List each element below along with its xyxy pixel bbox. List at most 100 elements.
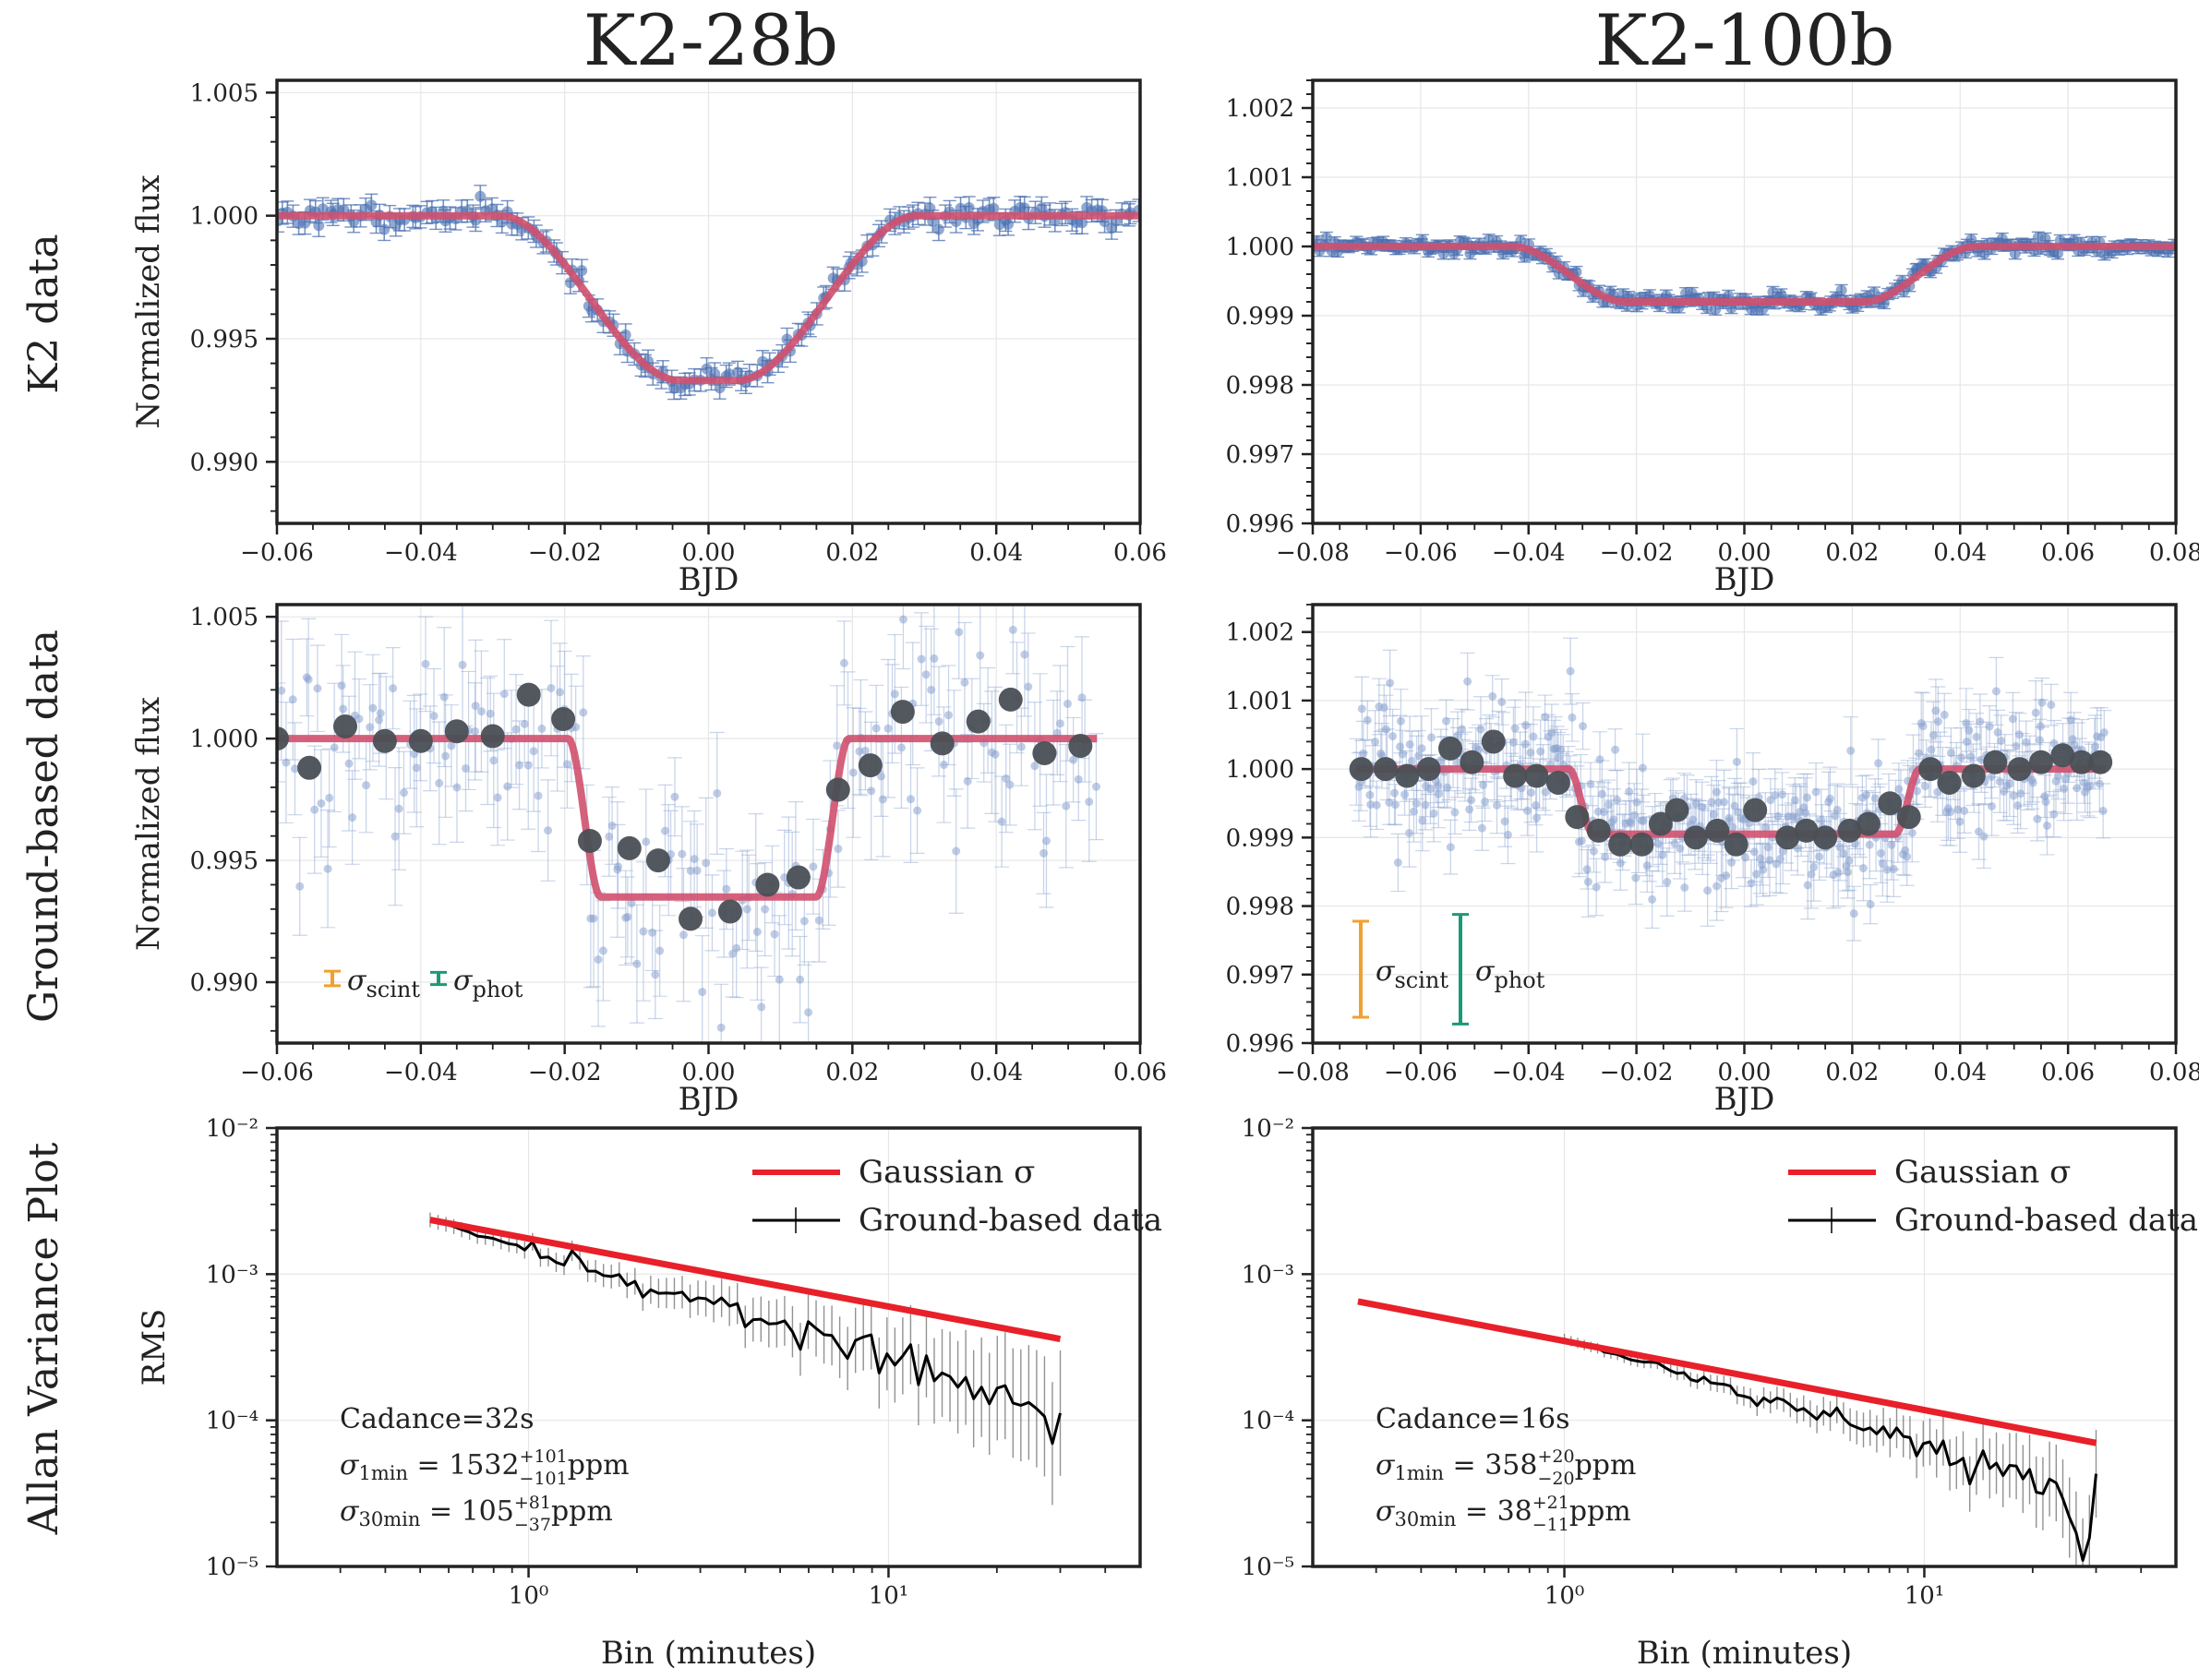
plot-content — [277, 185, 1140, 401]
y-tick-label: 10⁻⁵ — [206, 1554, 258, 1581]
raw-point — [1532, 801, 1541, 810]
raw-point — [1979, 832, 1989, 841]
raw-point — [1005, 780, 1015, 789]
annotation-sigma: σ30min = 105+81 −37ppm — [340, 1493, 613, 1535]
raw-point — [1582, 865, 1592, 874]
binned-point — [1373, 757, 1398, 782]
raw-point — [883, 724, 893, 733]
raw-point — [1882, 865, 1892, 874]
x-tick-label: 0.02 — [1825, 539, 1879, 567]
raw-point — [1426, 733, 1436, 742]
raw-point — [435, 778, 444, 787]
raw-point — [1962, 719, 1971, 728]
raw-point — [1913, 786, 1922, 796]
y-tick-label: 10⁻² — [206, 1115, 258, 1143]
raw-point — [394, 804, 403, 813]
raw-point — [2008, 714, 2017, 724]
binned-point — [1743, 798, 1768, 822]
raw-point — [878, 795, 887, 804]
raw-point — [1870, 794, 1880, 803]
raw-point — [799, 917, 809, 926]
binned-point — [277, 726, 289, 751]
raw-point — [698, 988, 707, 997]
x-tick-label: 0.06 — [2041, 539, 2095, 567]
raw-point — [1849, 909, 1858, 918]
x-tick-label: −0.04 — [384, 539, 458, 567]
binned-point — [645, 848, 670, 873]
raw-point — [2028, 778, 2037, 787]
raw-point — [1492, 800, 1501, 810]
data-point — [701, 363, 713, 375]
binned-points — [1349, 729, 2113, 857]
axes-frame — [275, 1126, 1142, 1568]
raw-point — [1997, 737, 2006, 746]
raw-point — [1077, 693, 1087, 702]
raw-point — [1604, 800, 1613, 810]
raw-point — [930, 654, 939, 663]
raw-point — [1476, 725, 1485, 734]
raw-point — [1526, 748, 1535, 757]
raw-point — [1592, 882, 1601, 892]
raw-point — [1703, 886, 1712, 895]
raw-point — [1933, 787, 1942, 797]
binned-point — [1896, 805, 1921, 830]
binned-point — [372, 728, 397, 753]
x-tick-label: −0.02 — [528, 1059, 602, 1086]
raw-point — [1844, 868, 1853, 877]
raw-point — [1775, 854, 1784, 863]
raw-point — [670, 792, 679, 801]
raw-point — [1811, 787, 1820, 797]
raw-point — [1712, 882, 1722, 891]
raw-point — [1722, 871, 1731, 881]
raw-point — [1894, 785, 1904, 794]
raw-point — [1465, 805, 1474, 814]
raw-point — [562, 760, 571, 769]
annotation-sigma: σ30min = 38+21 −11ppm — [1376, 1493, 1631, 1535]
legend-label-gaussian: Gaussian σ — [859, 1154, 1035, 1191]
raw-point — [1477, 823, 1486, 833]
y-tick-label: 10⁻³ — [206, 1261, 258, 1289]
x-tick-label: 0.06 — [1113, 1059, 1167, 1086]
binned-point — [1878, 791, 1903, 816]
legend: Gaussian σ Ground-based data — [752, 1154, 1162, 1239]
x-tick-label: 0.08 — [2149, 539, 2199, 567]
column-title-k2-100b: K2-100b — [1595, 0, 1895, 81]
raw-point — [1825, 794, 1834, 803]
raw-point — [1488, 691, 1497, 701]
y-axis-label: RMS — [136, 1309, 173, 1386]
raw-point — [1577, 836, 1586, 846]
raw-point — [282, 758, 291, 767]
binned-point — [1983, 750, 2008, 774]
raw-point — [1016, 742, 1026, 751]
raw-point — [2033, 814, 2042, 823]
binned-point — [1438, 736, 1463, 761]
y-tick-label: 1.000 — [190, 726, 258, 753]
raw-point — [867, 786, 876, 796]
data-point — [723, 368, 735, 380]
raw-point — [1062, 801, 1071, 810]
raw-point — [1434, 789, 1443, 798]
raw-point — [1055, 719, 1064, 728]
binned-point — [786, 865, 811, 890]
y-tick-label: 0.997 — [1226, 441, 1294, 469]
raw-point — [1878, 859, 1887, 869]
binned-point — [1481, 729, 1506, 754]
y-tick-label: 0.996 — [1226, 510, 1294, 538]
x-tick-label: 0.06 — [1113, 539, 1167, 567]
raw-point — [1453, 731, 1462, 740]
raw-point — [1599, 807, 1608, 816]
sigma-legend: σscint σphot — [324, 965, 523, 1002]
raw-point — [1712, 787, 1721, 797]
y-tick-label: 0.995 — [190, 326, 258, 354]
x-tick-label: 0.02 — [1825, 1059, 1879, 1086]
raw-point — [1529, 732, 1538, 741]
raw-point — [1993, 727, 2002, 737]
y-tick-label: 10⁻³ — [1242, 1261, 1294, 1289]
raw-point — [1638, 763, 1647, 773]
raw-point — [627, 899, 636, 908]
raw-point — [1862, 790, 1871, 799]
raw-point — [323, 864, 332, 873]
raw-point — [556, 688, 565, 697]
raw-point — [1720, 798, 1729, 807]
